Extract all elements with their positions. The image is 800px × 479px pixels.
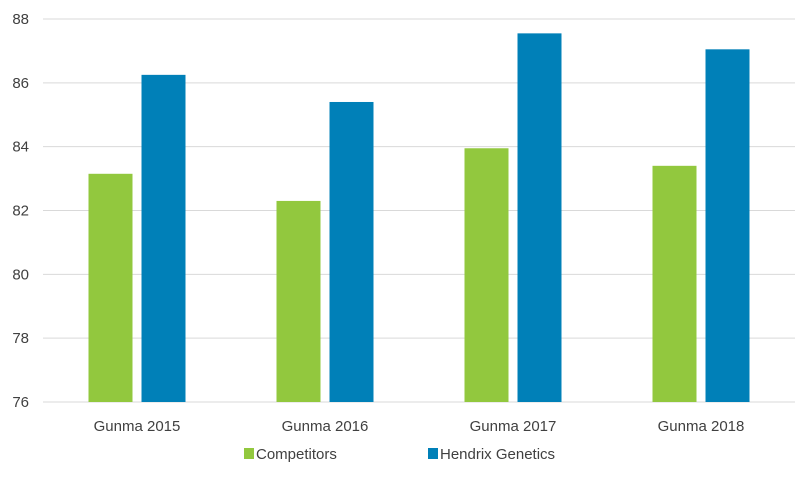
y-tick-label: 78 [12, 330, 29, 347]
y-tick-label: 80 [12, 266, 29, 283]
legend-swatch-hendrix-genetics [428, 448, 438, 459]
y-tick-label: 88 [12, 11, 29, 28]
bar-hendrix-genetics-3 [705, 49, 750, 403]
bar-hendrix-genetics-2 [517, 33, 562, 403]
bar-competitors-2 [464, 148, 509, 402]
x-tick-label: Gunma 2017 [470, 418, 557, 435]
bar-competitors-3 [652, 165, 697, 402]
bars [88, 33, 750, 403]
legend-label: Hendrix Genetics [440, 446, 555, 463]
bar-hendrix-genetics-0 [141, 74, 186, 403]
y-tick-label: 86 [12, 75, 29, 92]
legend: Competitors Hendrix Genetics [244, 446, 555, 463]
y-tick-label: 82 [12, 203, 29, 220]
y-tick-label: 84 [12, 139, 29, 156]
legend-label: Competitors [256, 446, 337, 463]
x-tick-label: Gunma 2018 [658, 418, 745, 435]
bar-competitors-1 [276, 200, 321, 402]
bar-hendrix-genetics-1 [329, 101, 374, 402]
bar-competitors-0 [88, 173, 133, 402]
x-tick-label: Gunma 2015 [94, 418, 181, 435]
x-tick-label: Gunma 2016 [282, 418, 369, 435]
y-axis-tick-labels: 76 78 80 82 84 86 88 [12, 11, 29, 411]
legend-swatch-competitors [244, 448, 254, 459]
x-axis-tick-labels: Gunma 2015 Gunma 2016 Gunma 2017 Gunma 2018 [94, 418, 745, 435]
y-tick-label: 76 [12, 394, 29, 411]
